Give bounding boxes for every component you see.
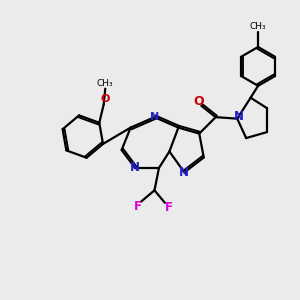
Text: CH₃: CH₃ xyxy=(250,22,266,32)
Text: F: F xyxy=(164,201,172,214)
Text: N: N xyxy=(233,110,243,123)
Text: N: N xyxy=(179,166,189,179)
Text: O: O xyxy=(100,94,110,104)
Text: F: F xyxy=(134,200,142,213)
Text: N: N xyxy=(130,161,140,174)
Text: CH₃: CH₃ xyxy=(97,79,114,88)
Text: N: N xyxy=(150,112,159,122)
Text: O: O xyxy=(193,94,204,107)
